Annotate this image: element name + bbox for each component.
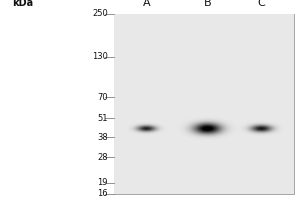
- Text: 19: 19: [98, 178, 108, 187]
- Text: 38: 38: [97, 133, 108, 142]
- Text: 16: 16: [98, 190, 108, 198]
- Text: 51: 51: [98, 114, 108, 123]
- Text: kDa: kDa: [12, 0, 33, 8]
- Text: 250: 250: [92, 9, 108, 19]
- Bar: [114, 14, 294, 194]
- Text: 70: 70: [98, 93, 108, 102]
- Text: B: B: [204, 0, 212, 8]
- Text: C: C: [258, 0, 266, 8]
- Text: A: A: [142, 0, 150, 8]
- Text: 28: 28: [98, 153, 108, 162]
- Text: 130: 130: [92, 52, 108, 61]
